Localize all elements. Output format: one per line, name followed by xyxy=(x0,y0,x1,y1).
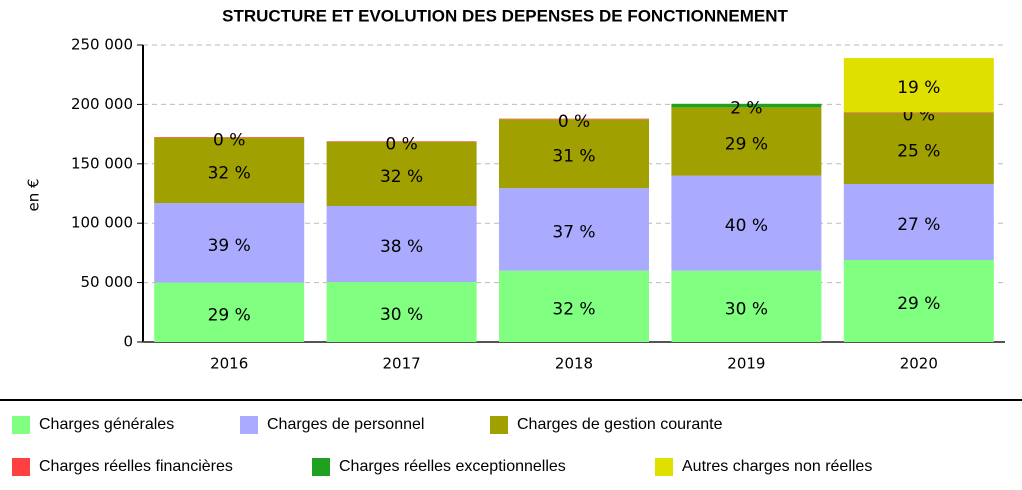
bar-segment xyxy=(326,141,477,206)
x-tick-label: 2018 xyxy=(555,355,593,373)
y-axis-label: en € xyxy=(25,178,43,211)
value-label: 38 % xyxy=(380,237,423,257)
bar-segment xyxy=(499,188,649,271)
bar-segment xyxy=(843,260,994,342)
value-label: 39 % xyxy=(208,236,251,256)
y-tick-label: 100 000 xyxy=(71,214,133,232)
value-label: 32 % xyxy=(380,167,423,187)
bar-segment xyxy=(671,270,822,342)
value-label: 29 % xyxy=(725,135,768,155)
bar-segment xyxy=(843,183,994,261)
legend-label: Charges réelles financières xyxy=(39,458,233,475)
value-label: 31 % xyxy=(552,147,595,167)
bar-segment xyxy=(154,282,305,342)
bar-segment xyxy=(326,141,477,142)
value-label: 40 % xyxy=(725,216,768,236)
legend-label: Autres charges non réelles xyxy=(682,458,872,475)
bar-segment xyxy=(326,282,477,342)
legend-swatch xyxy=(240,416,258,434)
value-label: 0 % xyxy=(213,130,245,150)
value-label: 27 % xyxy=(897,215,940,235)
bar-segment xyxy=(843,57,994,113)
x-tick-label: 2017 xyxy=(383,355,421,373)
value-label: 29 % xyxy=(208,305,251,325)
bar-segment xyxy=(326,205,477,283)
value-label: 37 % xyxy=(552,222,595,242)
value-label: 25 % xyxy=(897,141,940,161)
value-label: 0 % xyxy=(385,135,417,155)
x-tick-label: 2020 xyxy=(900,355,938,373)
y-tick-label: 150 000 xyxy=(71,154,133,172)
bar-segment xyxy=(154,137,305,138)
value-label: 29 % xyxy=(897,294,940,314)
bar-segment xyxy=(671,175,822,271)
bar-segment xyxy=(499,118,649,120)
legend-swatch xyxy=(12,416,30,434)
legend-swatch xyxy=(312,458,330,476)
value-label: 32 % xyxy=(552,299,595,319)
value-label: 32 % xyxy=(208,163,251,183)
value-label: 19 % xyxy=(897,78,940,98)
y-tick-label: 0 xyxy=(123,333,133,351)
legend-swatch xyxy=(490,416,508,434)
chart-title: STRUCTURE ET EVOLUTION DES DEPENSES DE F… xyxy=(222,6,788,25)
value-label: 30 % xyxy=(380,305,423,325)
value-label: 2 % xyxy=(730,99,762,119)
value-label: 0 % xyxy=(558,112,590,132)
legend-swatch xyxy=(655,458,673,476)
legend-label: Charges de gestion courante xyxy=(517,416,723,433)
bar-segment xyxy=(154,137,305,204)
bar-segment xyxy=(843,112,994,184)
bar-segment xyxy=(843,112,994,113)
x-tick-label: 2019 xyxy=(727,355,765,373)
y-tick-label: 200 000 xyxy=(71,95,133,113)
bar-segment xyxy=(154,203,305,283)
bar-segment xyxy=(499,119,649,189)
bar-segment xyxy=(499,270,649,342)
bar-segment xyxy=(671,103,822,108)
legend-label: Charges réelles exceptionnelles xyxy=(339,458,566,475)
x-tick-label: 2016 xyxy=(210,355,248,373)
bar-segment xyxy=(671,107,822,176)
legend-swatch xyxy=(12,458,30,476)
legend-label: Charges générales xyxy=(39,416,174,433)
legend-label: Charges de personnel xyxy=(267,416,424,433)
y-tick-label: 50 000 xyxy=(81,273,134,291)
value-label: 30 % xyxy=(725,299,768,319)
y-tick-label: 250 000 xyxy=(71,36,133,54)
